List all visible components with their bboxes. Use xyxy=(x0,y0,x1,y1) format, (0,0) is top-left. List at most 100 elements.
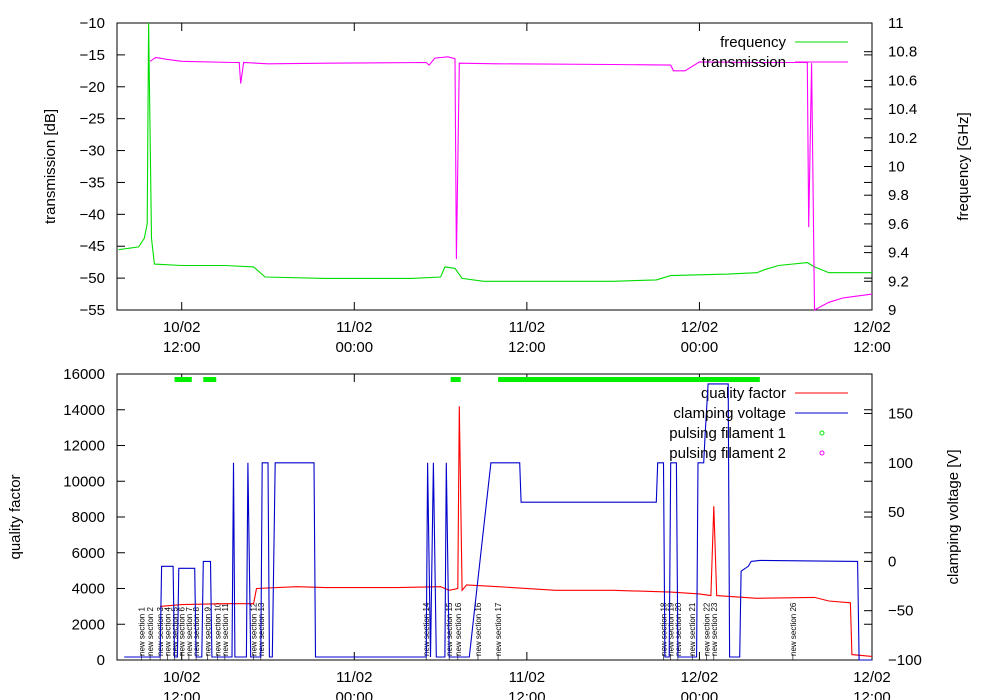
y-tick-label: 0 xyxy=(97,652,105,669)
y-tick-label: −50 xyxy=(80,270,105,287)
pulsing-indicator xyxy=(498,377,760,382)
y-axis-label: transmission [dB] xyxy=(42,109,59,224)
x-tick-date: 12/02 xyxy=(853,669,891,686)
section-marker-label: new section 5 xyxy=(171,607,180,656)
legend-label: frequency xyxy=(720,34,786,51)
x-tick-time: 12:00 xyxy=(508,689,546,700)
y-tick-label: 2000 xyxy=(72,616,105,633)
y-tick-label: −40 xyxy=(80,206,105,223)
x-tick-time: 12:00 xyxy=(853,689,891,700)
section-marker-label: new section 1 xyxy=(137,607,146,656)
pulsing-indicator xyxy=(203,377,217,382)
quality-clamping-panel: 0 2000 4000 6000 8000 10000 12000 14000 16000 150… xyxy=(7,366,962,700)
y-tick-label: 4000 xyxy=(72,581,105,598)
section-marker-label: new section 10 xyxy=(214,602,223,656)
series-line xyxy=(149,56,873,311)
x-tick-date: 12/02 xyxy=(853,319,891,336)
x-tick-time: 12:00 xyxy=(853,339,891,356)
section-marker-label: new section 4 xyxy=(163,607,172,656)
y2-tick-label: 10.8 xyxy=(888,44,917,61)
y-tick-label: −30 xyxy=(80,143,105,160)
legend-label: pulsing filament 1 xyxy=(669,425,786,442)
y2-tick-label: 100 xyxy=(888,455,913,472)
section-marker-label: new section 9 xyxy=(204,607,213,656)
y-tick-label: 12000 xyxy=(63,438,105,455)
section-marker-label: new section 22 xyxy=(703,602,712,656)
legend-marker xyxy=(819,430,825,436)
section-marker-label: new section 2 xyxy=(146,607,155,656)
x-tick-date: 12/02 xyxy=(681,319,719,336)
y-tick-label: 6000 xyxy=(72,545,105,562)
y2-tick-label: 9.4 xyxy=(888,245,909,262)
y2-tick-label: 9.6 xyxy=(888,216,909,233)
x-tick-time: 00:00 xyxy=(336,689,374,700)
section-marker-label: new section 18 xyxy=(659,602,668,656)
x-tick-time: 00:00 xyxy=(681,689,719,700)
x-tick-date: 11/02 xyxy=(336,669,372,686)
x-tick-time: 00:00 xyxy=(336,339,374,356)
section-marker-label: new section 8 xyxy=(192,607,201,656)
x-tick-time: 12:00 xyxy=(163,689,201,700)
section-marker-label: new section 20 xyxy=(674,602,683,656)
pulsing-indicator xyxy=(450,377,461,382)
section-marker-label: new section 17 xyxy=(494,602,503,656)
y2-tick-label: −100 xyxy=(888,652,922,669)
x-tick-time: 12:00 xyxy=(508,339,546,356)
y-axis-label: quality factor xyxy=(7,474,24,559)
y2-tick-label: 10.6 xyxy=(888,72,917,89)
section-marker-label: new section 16 xyxy=(474,602,483,656)
section-marker-label: new section 21 xyxy=(688,602,697,656)
y2-tick-label: 9.2 xyxy=(888,273,909,290)
section-marker-label: new section 6 xyxy=(178,607,187,656)
section-marker-label: new section 19 xyxy=(667,602,676,656)
y2-tick-label: 10 xyxy=(888,159,905,176)
y2-tick-label: 9 xyxy=(888,302,896,319)
y-tick-label: 8000 xyxy=(72,509,105,526)
y2-tick-label: 10.4 xyxy=(888,101,917,118)
y2-tick-label: 10.2 xyxy=(888,130,917,147)
x-tick-date: 11/02 xyxy=(336,319,372,336)
x-tick-time: 00:00 xyxy=(681,339,719,356)
y-tick-label: −35 xyxy=(80,174,105,191)
transmission-frequency-panel: −10 −15 −20 −25 −30 −35 −40 −45 −50 −55 11 10.8 10.6… xyxy=(42,15,972,356)
section-marker-label: new section 7 xyxy=(185,607,194,656)
series-line xyxy=(160,406,873,657)
y-tick-label: 14000 xyxy=(63,402,105,419)
y2-tick-label: 9.8 xyxy=(888,187,909,204)
section-marker-label: new section 11 xyxy=(221,603,230,656)
y2-tick-label: 150 xyxy=(888,405,913,422)
y-tick-label: −25 xyxy=(80,111,105,128)
y2-tick-label: 11 xyxy=(888,15,904,32)
y-tick-label: 10000 xyxy=(63,473,105,490)
legend-label: transmission xyxy=(702,54,786,71)
y-tick-label: −10 xyxy=(80,15,105,32)
x-tick-date: 10/02 xyxy=(163,669,201,686)
y-tick-label: 16000 xyxy=(63,366,105,383)
series-line xyxy=(118,22,872,282)
y-tick-label: −45 xyxy=(80,238,105,255)
section-marker-label: new section 15 xyxy=(445,602,454,656)
y2-tick-label: −50 xyxy=(888,603,913,620)
x-tick-date: 12/02 xyxy=(681,669,719,686)
x-tick-date: 11/02 xyxy=(509,319,545,336)
y-tick-label: −20 xyxy=(80,79,105,96)
legend-label: quality factor xyxy=(701,385,786,402)
y2-tick-label: 50 xyxy=(888,504,905,521)
x-tick-date: 10/02 xyxy=(163,319,201,336)
y-tick-label: −55 xyxy=(80,302,105,319)
section-marker-label: new section 26 xyxy=(789,602,798,656)
section-marker-label: new section 12 xyxy=(250,602,259,656)
y2-axis-label: clamping voltage [V] xyxy=(945,449,962,584)
legend-marker xyxy=(819,450,825,456)
y2-tick-label: 0 xyxy=(888,553,896,570)
y-tick-label: −15 xyxy=(80,47,105,64)
pulsing-indicator xyxy=(174,377,192,382)
legend-label: pulsing filament 2 xyxy=(669,445,786,462)
series-line xyxy=(124,383,872,661)
y2-axis-label: frequency [GHz] xyxy=(955,112,972,220)
legend-label: clamping voltage xyxy=(673,405,786,422)
x-tick-date: 11/02 xyxy=(509,669,545,686)
section-marker-label: new section 16 xyxy=(454,602,463,656)
x-tick-time: 12:00 xyxy=(163,339,201,356)
